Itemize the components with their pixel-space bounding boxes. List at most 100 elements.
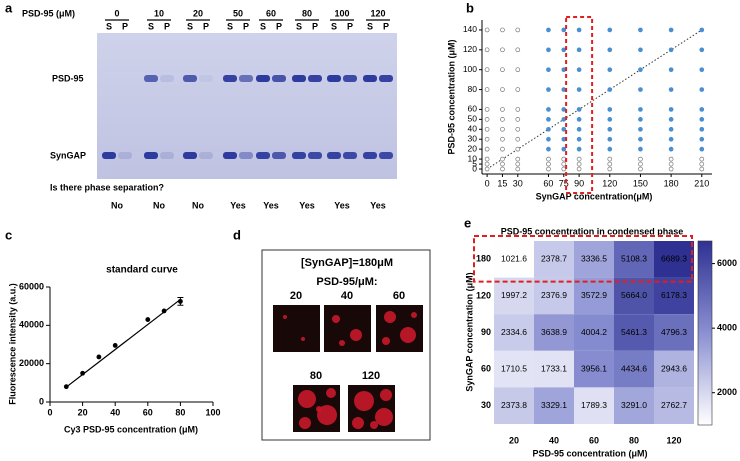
grid-point [668, 166, 674, 172]
phase-answer: Yes [370, 200, 386, 210]
grid-point [699, 161, 705, 167]
droplet [411, 312, 417, 318]
y-tick-label: 60 [468, 104, 478, 114]
x-tick-label: 0 [47, 407, 52, 417]
x-tick-label: 30 [513, 178, 523, 188]
grid-point [500, 166, 505, 172]
grid-point [515, 107, 521, 112]
grid-point [515, 87, 521, 92]
grid-point [699, 47, 705, 53]
micrograph [376, 305, 423, 352]
x-tick-label: 15 [497, 178, 507, 188]
grid-point [576, 166, 582, 172]
heat-cell [534, 277, 574, 315]
grid-point [515, 166, 521, 172]
droplet [380, 389, 392, 401]
grid-point [668, 47, 674, 53]
grid-point [546, 126, 551, 132]
image-label: 80 [310, 370, 322, 382]
grid-point [607, 156, 613, 162]
cell-label: 4004.2 [581, 327, 607, 337]
y-axis-label: Fluorescence intensity (a.u.) [7, 283, 17, 405]
droplet [317, 405, 337, 425]
grid-point [699, 107, 705, 112]
lane-sp: S [260, 21, 266, 31]
grid-point [607, 166, 613, 172]
condition: [SynGAP]=180μM [301, 257, 393, 269]
grid-point [638, 87, 643, 92]
heat-cell [574, 314, 614, 351]
grid-point [576, 47, 582, 53]
y-tick-label: 30 [481, 400, 491, 410]
grid-point [546, 136, 551, 142]
cell-label: 5108.3 [621, 254, 647, 264]
grid-point [607, 47, 613, 53]
grid-point [699, 117, 705, 122]
cell-label: 3956.1 [581, 363, 607, 373]
grid-point [668, 117, 674, 122]
grid-point [515, 156, 521, 162]
x-tick-label: 20 [78, 407, 88, 417]
grid-point [484, 27, 490, 33]
gel-band [256, 75, 270, 82]
grid-point [607, 87, 613, 92]
lane-sp: P [122, 21, 128, 31]
cell-label: 1710.5 [501, 363, 527, 373]
grid-point [484, 161, 490, 167]
grid-point [699, 156, 705, 162]
lane-sp: S [331, 21, 337, 31]
data-point [96, 354, 102, 360]
grid-point [668, 27, 674, 33]
grid-point [607, 136, 613, 142]
question: Is there phase separation? [50, 182, 164, 192]
lane-conc: 0 [114, 8, 119, 18]
colorbar-label: 6000 [717, 258, 737, 268]
grid-point [668, 126, 674, 132]
droplet [350, 329, 362, 341]
gel-band [379, 152, 393, 159]
grid-point [561, 126, 567, 132]
heat-cell [654, 350, 694, 388]
phase-answer: Yes [263, 200, 279, 210]
x-tick-label: 120 [666, 435, 681, 445]
grid-point [607, 67, 613, 73]
x-tick-label: 100 [205, 407, 220, 417]
y-tick-label: 40000 [19, 320, 44, 330]
gel-band [199, 75, 213, 82]
gel-band [343, 152, 357, 159]
gel-band [102, 152, 116, 159]
data-point [145, 317, 151, 322]
grid-point [668, 161, 674, 167]
phase-answer: No [153, 200, 165, 210]
x-tick-label: 40 [110, 407, 120, 417]
grid-point [561, 27, 567, 33]
panel-letter: c [5, 227, 12, 242]
droplet [354, 391, 374, 411]
lane-sp: S [106, 21, 112, 31]
y-tick-label: 10 [468, 153, 478, 163]
x-tick-label: 180 [664, 178, 679, 188]
grid-point [484, 166, 490, 172]
grid-point [515, 136, 521, 142]
x-tick-label: 40 [549, 435, 559, 445]
grid-point [484, 126, 490, 132]
grid-point [561, 146, 567, 152]
grid-point [500, 27, 505, 33]
grid-point [638, 161, 643, 167]
cell-label: 5461.3 [621, 327, 647, 337]
cell-label: 4796.3 [661, 327, 687, 337]
grid-point [546, 117, 551, 122]
cell-label: 2762.7 [661, 400, 687, 410]
grid-point [500, 87, 505, 92]
grid-point [484, 67, 490, 73]
heat-cell [574, 350, 614, 388]
heat-cell [534, 387, 574, 424]
droplet [301, 337, 305, 341]
y-tick-label: 60000 [19, 281, 44, 291]
x-axis-label: SynGAP concentration(μM) [536, 191, 653, 201]
grid-point [515, 27, 521, 33]
data-point [178, 298, 183, 304]
x-tick-label: 80 [629, 435, 639, 445]
grid-point [484, 146, 490, 152]
cell-label: 2378.7 [541, 254, 567, 264]
